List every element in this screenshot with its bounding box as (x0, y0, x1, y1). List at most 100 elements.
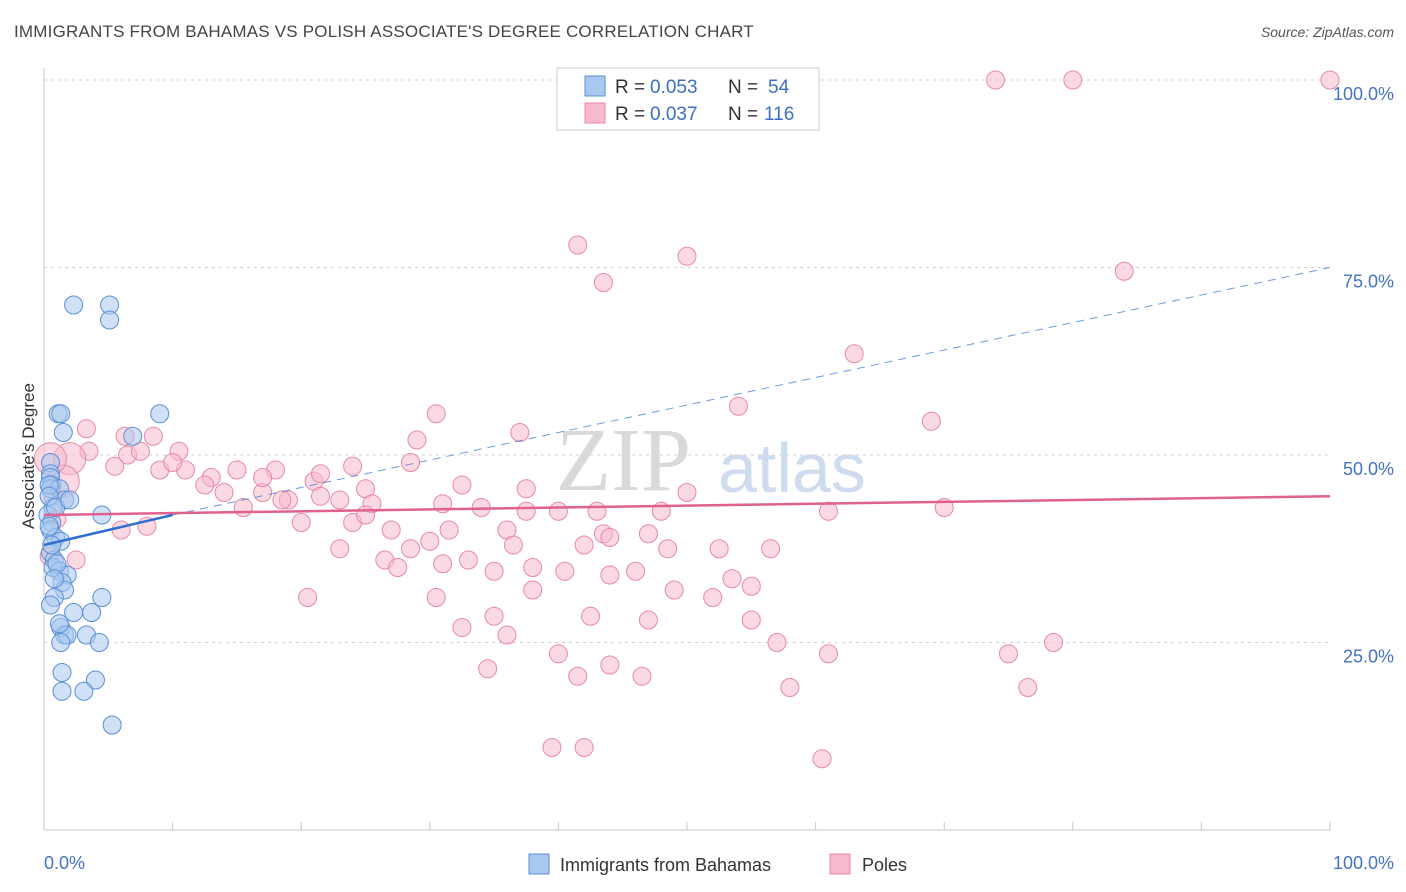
poles-point-105 (272, 490, 292, 510)
poles-point-93 (632, 666, 652, 686)
y-axis-title: Associate's Degree (19, 383, 38, 529)
poles-point-99 (542, 738, 562, 757)
bahamas-point-7 (123, 426, 143, 446)
bottom-legend-label-poles: Poles (862, 855, 907, 875)
poles-point-26 (343, 456, 363, 476)
poles-point-78 (741, 576, 761, 596)
bahamas-point-43 (74, 681, 94, 701)
poles-point-82 (298, 588, 318, 607)
poles-point-74 (600, 565, 620, 585)
bahamas-point-40 (52, 663, 72, 682)
poles-point-65 (574, 535, 594, 555)
bahamas-point-44 (102, 715, 122, 735)
legend-bottom: Immigrants from Bahamas Poles (528, 853, 907, 875)
bahamas-point-38 (51, 633, 71, 652)
poles-point-61 (401, 539, 421, 559)
poles-point-88 (497, 625, 517, 645)
poles-point-58 (66, 550, 86, 570)
poles-point-32 (516, 479, 536, 499)
poles-point-94 (780, 678, 800, 697)
bahamas-point-5 (150, 404, 170, 424)
bahamas-point-51 (39, 516, 59, 536)
poles-point-81 (703, 588, 723, 607)
trendlines (43, 267, 1331, 547)
poles-point-27 (401, 453, 421, 472)
poles-point-2 (1320, 70, 1340, 90)
poles-point-4 (677, 246, 697, 266)
bahamas-point-53 (60, 490, 80, 510)
poles-point-111 (195, 475, 215, 495)
poles-point-80 (523, 580, 543, 600)
poles-point-11 (407, 430, 427, 450)
poles-point-76 (722, 569, 742, 589)
x-tick-label-max: 100.0% (1333, 853, 1394, 873)
poles-point-49 (291, 513, 311, 532)
poles-point-85 (638, 610, 658, 630)
poles-point-1 (1063, 70, 1083, 90)
chart-title: IMMIGRANTS FROM BAHAMAS VS POLISH ASSOCI… (14, 22, 754, 41)
poles-point-5 (593, 273, 613, 292)
poles-point-67 (709, 539, 729, 559)
poles-point-10 (921, 411, 941, 431)
bahamas-point-6 (53, 423, 73, 442)
poles-point-21 (105, 456, 125, 476)
poles-point-113 (356, 505, 375, 525)
poles-point-70 (433, 554, 453, 574)
y-tick-labels: 25.0% 50.0% 75.0% 100.0% (1333, 84, 1394, 667)
poles-point-3 (568, 235, 588, 255)
legend-r-label-bahamas: R = (615, 77, 645, 98)
poles-point-6 (1114, 261, 1134, 281)
bahamas-point-33 (82, 603, 102, 622)
poles-point-83 (484, 606, 504, 626)
poles-point-109 (111, 520, 131, 540)
poles-point-43 (548, 501, 568, 521)
bottom-legend-swatch-poles (829, 853, 851, 875)
poles-point-62 (458, 550, 478, 570)
poles-point-89 (548, 644, 568, 664)
poles-point-34 (214, 483, 234, 502)
watermark: ZIP atlas (556, 411, 866, 510)
poles-point-101 (812, 749, 832, 769)
x-tick-label-min: 0.0% (44, 853, 85, 873)
legend-swatch-bahamas (584, 75, 606, 97)
poles-point-84 (581, 606, 601, 626)
poles-point-33 (677, 483, 697, 502)
poles-point-90 (600, 655, 620, 675)
bahamas-point-41 (85, 670, 105, 690)
legend-n-label-poles: N = (728, 104, 758, 125)
y-tick-label-25: 25.0% (1343, 647, 1394, 667)
poles-point-69 (388, 558, 408, 577)
legend-r-label-poles: R = (615, 104, 645, 125)
poles-point-66 (658, 539, 678, 559)
poles-point-87 (452, 618, 472, 637)
bahamas-point-2 (100, 310, 120, 330)
poles-point-59 (330, 539, 350, 559)
watermark-zip: ZIP (556, 411, 691, 510)
x-ticks (172, 822, 1331, 830)
bahamas-point-42 (52, 681, 72, 701)
bahamas-point-48 (42, 535, 62, 555)
poles-point-31 (452, 475, 472, 495)
poles-point-102 (253, 468, 273, 487)
poles-point-20 (130, 441, 150, 461)
poles-point-9 (426, 404, 446, 424)
poles-point-0 (986, 70, 1006, 90)
poles-point-12 (510, 423, 530, 442)
bottom-legend-swatch-bahamas (528, 853, 550, 875)
poles-point-13 (76, 419, 96, 439)
poles-point-55 (638, 524, 658, 544)
legend-n-value-bahamas: 54 (768, 77, 790, 98)
poles-trendline (43, 495, 1331, 517)
bahamas-trendline (43, 513, 173, 547)
legend-top: R = 0.053 N = 54 R = 0.037 N = 116 (556, 67, 820, 131)
bottom-legend-label-bahamas: Immigrants from Bahamas (560, 855, 771, 875)
poles-point-92 (568, 666, 588, 686)
poles-point-91 (478, 659, 498, 679)
y-tick-label-100: 100.0% (1333, 84, 1394, 104)
bahamas-point-31 (40, 595, 60, 615)
bahamas-point-0 (64, 295, 84, 315)
legend-r-value-poles: 0.037 (650, 104, 698, 125)
poles-point-110 (310, 464, 330, 484)
poles-point-112 (600, 528, 620, 547)
